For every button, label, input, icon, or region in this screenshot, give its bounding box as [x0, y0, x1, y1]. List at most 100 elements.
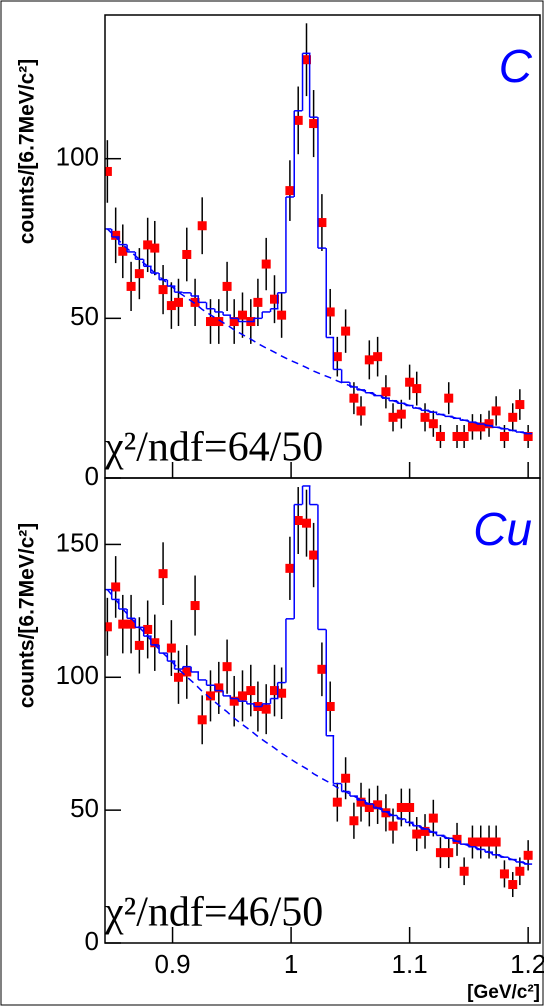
data-point: [158, 285, 168, 295]
data-point: [190, 297, 200, 307]
data-point: [309, 119, 319, 129]
data-point: [435, 848, 445, 858]
data-point: [253, 297, 263, 307]
data-point: [396, 802, 406, 812]
data-point: [412, 829, 422, 839]
data-point: [269, 686, 279, 696]
data-point: [269, 294, 279, 304]
data-point: [261, 259, 271, 269]
x-tick-label: 1.1: [392, 949, 428, 979]
data-point: [523, 431, 533, 441]
data-point: [143, 240, 153, 250]
data-point: [301, 518, 311, 528]
data-point: [364, 355, 374, 365]
data-point: [412, 384, 422, 394]
data-point: [396, 409, 406, 419]
x-tick-label: 1: [284, 949, 298, 979]
data-point: [388, 412, 398, 422]
data-point: [467, 837, 477, 847]
data-point: [205, 317, 215, 327]
data-point: [105, 166, 112, 176]
data-point: [150, 638, 160, 648]
data-point: [205, 691, 215, 701]
y-tick-label: 0: [85, 461, 99, 491]
data-point: [476, 837, 486, 847]
data-point: [143, 624, 153, 634]
data-point: [118, 246, 128, 256]
data-point: [158, 569, 168, 579]
data-point: [229, 696, 239, 706]
data-point: [111, 582, 121, 592]
data-point: [332, 352, 342, 362]
data-point: [508, 880, 518, 890]
data-point: [293, 516, 303, 526]
data-point: [459, 431, 469, 441]
chi2-annotation: χ²/ndf=46/50: [104, 890, 323, 936]
data-point: [476, 422, 486, 432]
data-point: [341, 326, 351, 336]
data-point: [428, 419, 438, 429]
data-point: [111, 230, 121, 240]
y-axis-title: counts/[6.7MeV/c²]: [16, 523, 39, 709]
data-point: [166, 643, 176, 653]
data-point: [523, 850, 533, 860]
data-point: [309, 550, 319, 560]
data-point: [428, 813, 438, 823]
data-point: [349, 393, 359, 403]
data-point: [197, 715, 207, 725]
data-point: [515, 866, 525, 876]
data-point: [381, 808, 391, 818]
data-point: [246, 686, 256, 696]
data-point: [364, 802, 374, 812]
data-point: [420, 826, 430, 836]
data-point: [237, 691, 247, 701]
data-point: [508, 412, 518, 422]
data-point: [491, 837, 501, 847]
data-point: [349, 816, 359, 826]
data-point: [166, 301, 176, 311]
data-point: [317, 664, 327, 674]
data-point: [484, 837, 494, 847]
data-point: [325, 702, 335, 712]
data-point: [173, 672, 183, 682]
data-point: [356, 797, 366, 807]
y-tick-label: 100: [56, 142, 99, 172]
data-point: [405, 802, 415, 812]
data-point: [325, 307, 335, 317]
x-axis-title: [GeV/c²]: [467, 982, 540, 1003]
data-point: [229, 317, 239, 327]
data-point: [317, 218, 327, 228]
data-point: [405, 377, 415, 387]
plot-area: [105, 23, 533, 448]
y-tick-label: 0: [85, 926, 99, 956]
data-point: [499, 869, 509, 879]
data-point: [484, 419, 494, 429]
data-point: [277, 310, 287, 320]
data-point: [467, 422, 477, 432]
y-tick-label: 50: [70, 301, 99, 331]
data-point: [237, 310, 247, 320]
data-point: [105, 622, 112, 632]
data-point: [341, 773, 351, 783]
data-point: [373, 352, 383, 362]
data-point: [173, 297, 183, 307]
data-point: [134, 269, 144, 279]
x-tick-label: 1.2: [510, 949, 544, 979]
data-point: [373, 800, 383, 810]
chi2-annotation: χ²/ndf=64/50: [104, 425, 323, 471]
data-point: [435, 431, 445, 441]
plot-frame: [104, 477, 541, 944]
y-tick-label: 150: [56, 527, 99, 557]
data-point: [126, 619, 136, 629]
data-point: [444, 848, 454, 858]
data-point: [285, 186, 295, 196]
data-point: [222, 662, 232, 672]
plot-area: [105, 485, 533, 898]
data-point: [452, 431, 462, 441]
data-point: [126, 281, 136, 291]
data-point: [301, 55, 311, 65]
panel-label: Cu: [473, 503, 532, 555]
data-point: [356, 406, 366, 416]
background-curve: [106, 228, 529, 435]
data-point: [420, 412, 430, 422]
